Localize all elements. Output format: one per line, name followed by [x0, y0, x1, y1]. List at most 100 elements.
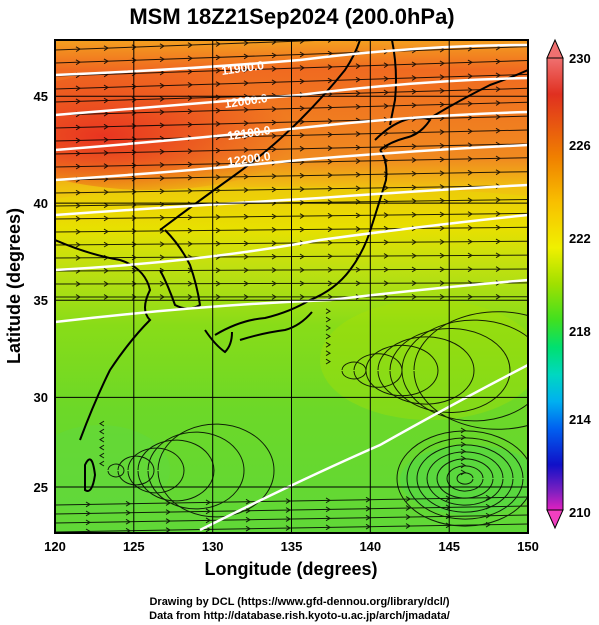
stream-arrow — [285, 516, 291, 522]
chart-title: MSM 18Z21Sep2024 (200.0hPa) — [129, 4, 454, 29]
colorbar-tick-label: 222 — [569, 231, 591, 246]
stream-arrow — [355, 212, 361, 219]
stream-arrow — [405, 496, 411, 502]
stream-arrow — [411, 61, 417, 68]
stream-arrow — [243, 294, 249, 300]
stream-arrow — [75, 137, 81, 144]
stream-arrow — [495, 114, 501, 120]
wind-streamlines — [55, 40, 528, 533]
streamline — [413, 311, 528, 430]
stream-arrow — [99, 460, 105, 467]
stream-arrow — [285, 498, 291, 504]
stream-arrow — [467, 142, 473, 148]
stream-arrow — [271, 52, 277, 59]
stream-arrow — [215, 280, 221, 287]
stream-arrow — [243, 173, 249, 180]
streamline — [401, 319, 528, 422]
stream-arrow — [299, 145, 305, 152]
stream-arrow — [271, 294, 277, 300]
stream-arrow — [325, 497, 331, 504]
stream-arrow — [405, 514, 411, 520]
stream-arrow — [215, 121, 221, 127]
stream-arrow — [355, 226, 361, 232]
stream-arrow — [187, 294, 193, 300]
x-tick-label: 135 — [281, 539, 303, 554]
stream-arrow — [299, 78, 305, 85]
streamline — [55, 226, 528, 233]
streamline — [55, 157, 528, 168]
stream-arrow — [355, 266, 361, 273]
plot-frame — [54, 39, 529, 534]
stream-arrow — [103, 163, 109, 169]
stream-arrow — [439, 129, 445, 135]
stream-arrow — [187, 82, 193, 88]
southwest-green-patch — [55, 425, 170, 515]
stream-arrow — [439, 294, 445, 300]
stream-arrow — [485, 494, 491, 501]
stream-arrow — [439, 211, 445, 218]
stream-arrow — [285, 507, 291, 513]
stream-arrow — [75, 124, 81, 131]
stream-arrow — [243, 120, 249, 127]
stream-arrow — [103, 150, 109, 156]
stream-arrow — [467, 197, 473, 204]
stream-arrow — [159, 294, 165, 300]
stream-arrow — [411, 170, 417, 177]
coastlines — [55, 40, 528, 492]
stream-arrow — [383, 185, 389, 191]
stream-arrow — [243, 187, 249, 193]
stream-arrow — [75, 202, 81, 209]
stream-arrow — [299, 65, 305, 71]
stream-arrow — [75, 59, 81, 66]
subtropic-green-patch — [320, 300, 528, 420]
stream-arrow — [411, 184, 417, 191]
stream-arrow — [271, 213, 277, 220]
stream-arrow — [103, 123, 109, 130]
streamline — [55, 254, 528, 259]
stream-arrow — [103, 137, 109, 143]
y-tick-label: 35 — [34, 293, 48, 308]
stream-arrow — [159, 175, 165, 181]
stream-arrow — [187, 55, 193, 62]
streamline — [137, 439, 215, 502]
coast-china-east — [55, 239, 152, 441]
coast-japan-honshu — [214, 149, 388, 336]
stream-arrow — [271, 106, 277, 112]
contour-12100 — [55, 110, 528, 152]
streamline — [55, 171, 528, 181]
stream-arrow — [327, 172, 333, 179]
stream-arrow — [187, 214, 193, 221]
stream-arrow — [383, 253, 389, 259]
colorbar-tick-label: 210 — [569, 505, 591, 520]
stream-arrow — [243, 80, 249, 86]
stream-arrow — [103, 45, 109, 52]
stream-arrow — [325, 308, 331, 315]
stream-arrow — [159, 109, 165, 115]
colorbar-top-arrow — [546, 38, 564, 59]
stream-arrow — [355, 280, 361, 287]
stream-arrow — [215, 107, 221, 114]
stream-arrow — [85, 501, 91, 508]
stream-arrow — [75, 163, 81, 170]
stream-arrow — [75, 281, 81, 287]
stream-arrow — [85, 528, 91, 533]
stream-arrow — [271, 119, 277, 126]
stream-arrow — [187, 42, 193, 48]
colorbar-tick-label: 226 — [569, 138, 591, 153]
stream-arrow — [165, 500, 171, 506]
stream-arrow — [187, 174, 193, 181]
stream-arrow — [467, 128, 473, 135]
stream-arrow — [467, 293, 473, 300]
streamline — [396, 430, 528, 527]
stream-arrow — [485, 512, 491, 519]
streamline — [55, 40, 342, 51]
stream-arrow — [495, 266, 501, 272]
stream-arrow — [325, 506, 331, 513]
stream-arrow — [271, 186, 277, 193]
stream-arrow — [495, 293, 501, 300]
stream-arrow — [325, 341, 331, 348]
stream-arrow — [215, 214, 221, 220]
stream-arrow — [159, 188, 165, 195]
stream-arrow — [243, 133, 249, 140]
stream-arrow — [467, 266, 473, 273]
